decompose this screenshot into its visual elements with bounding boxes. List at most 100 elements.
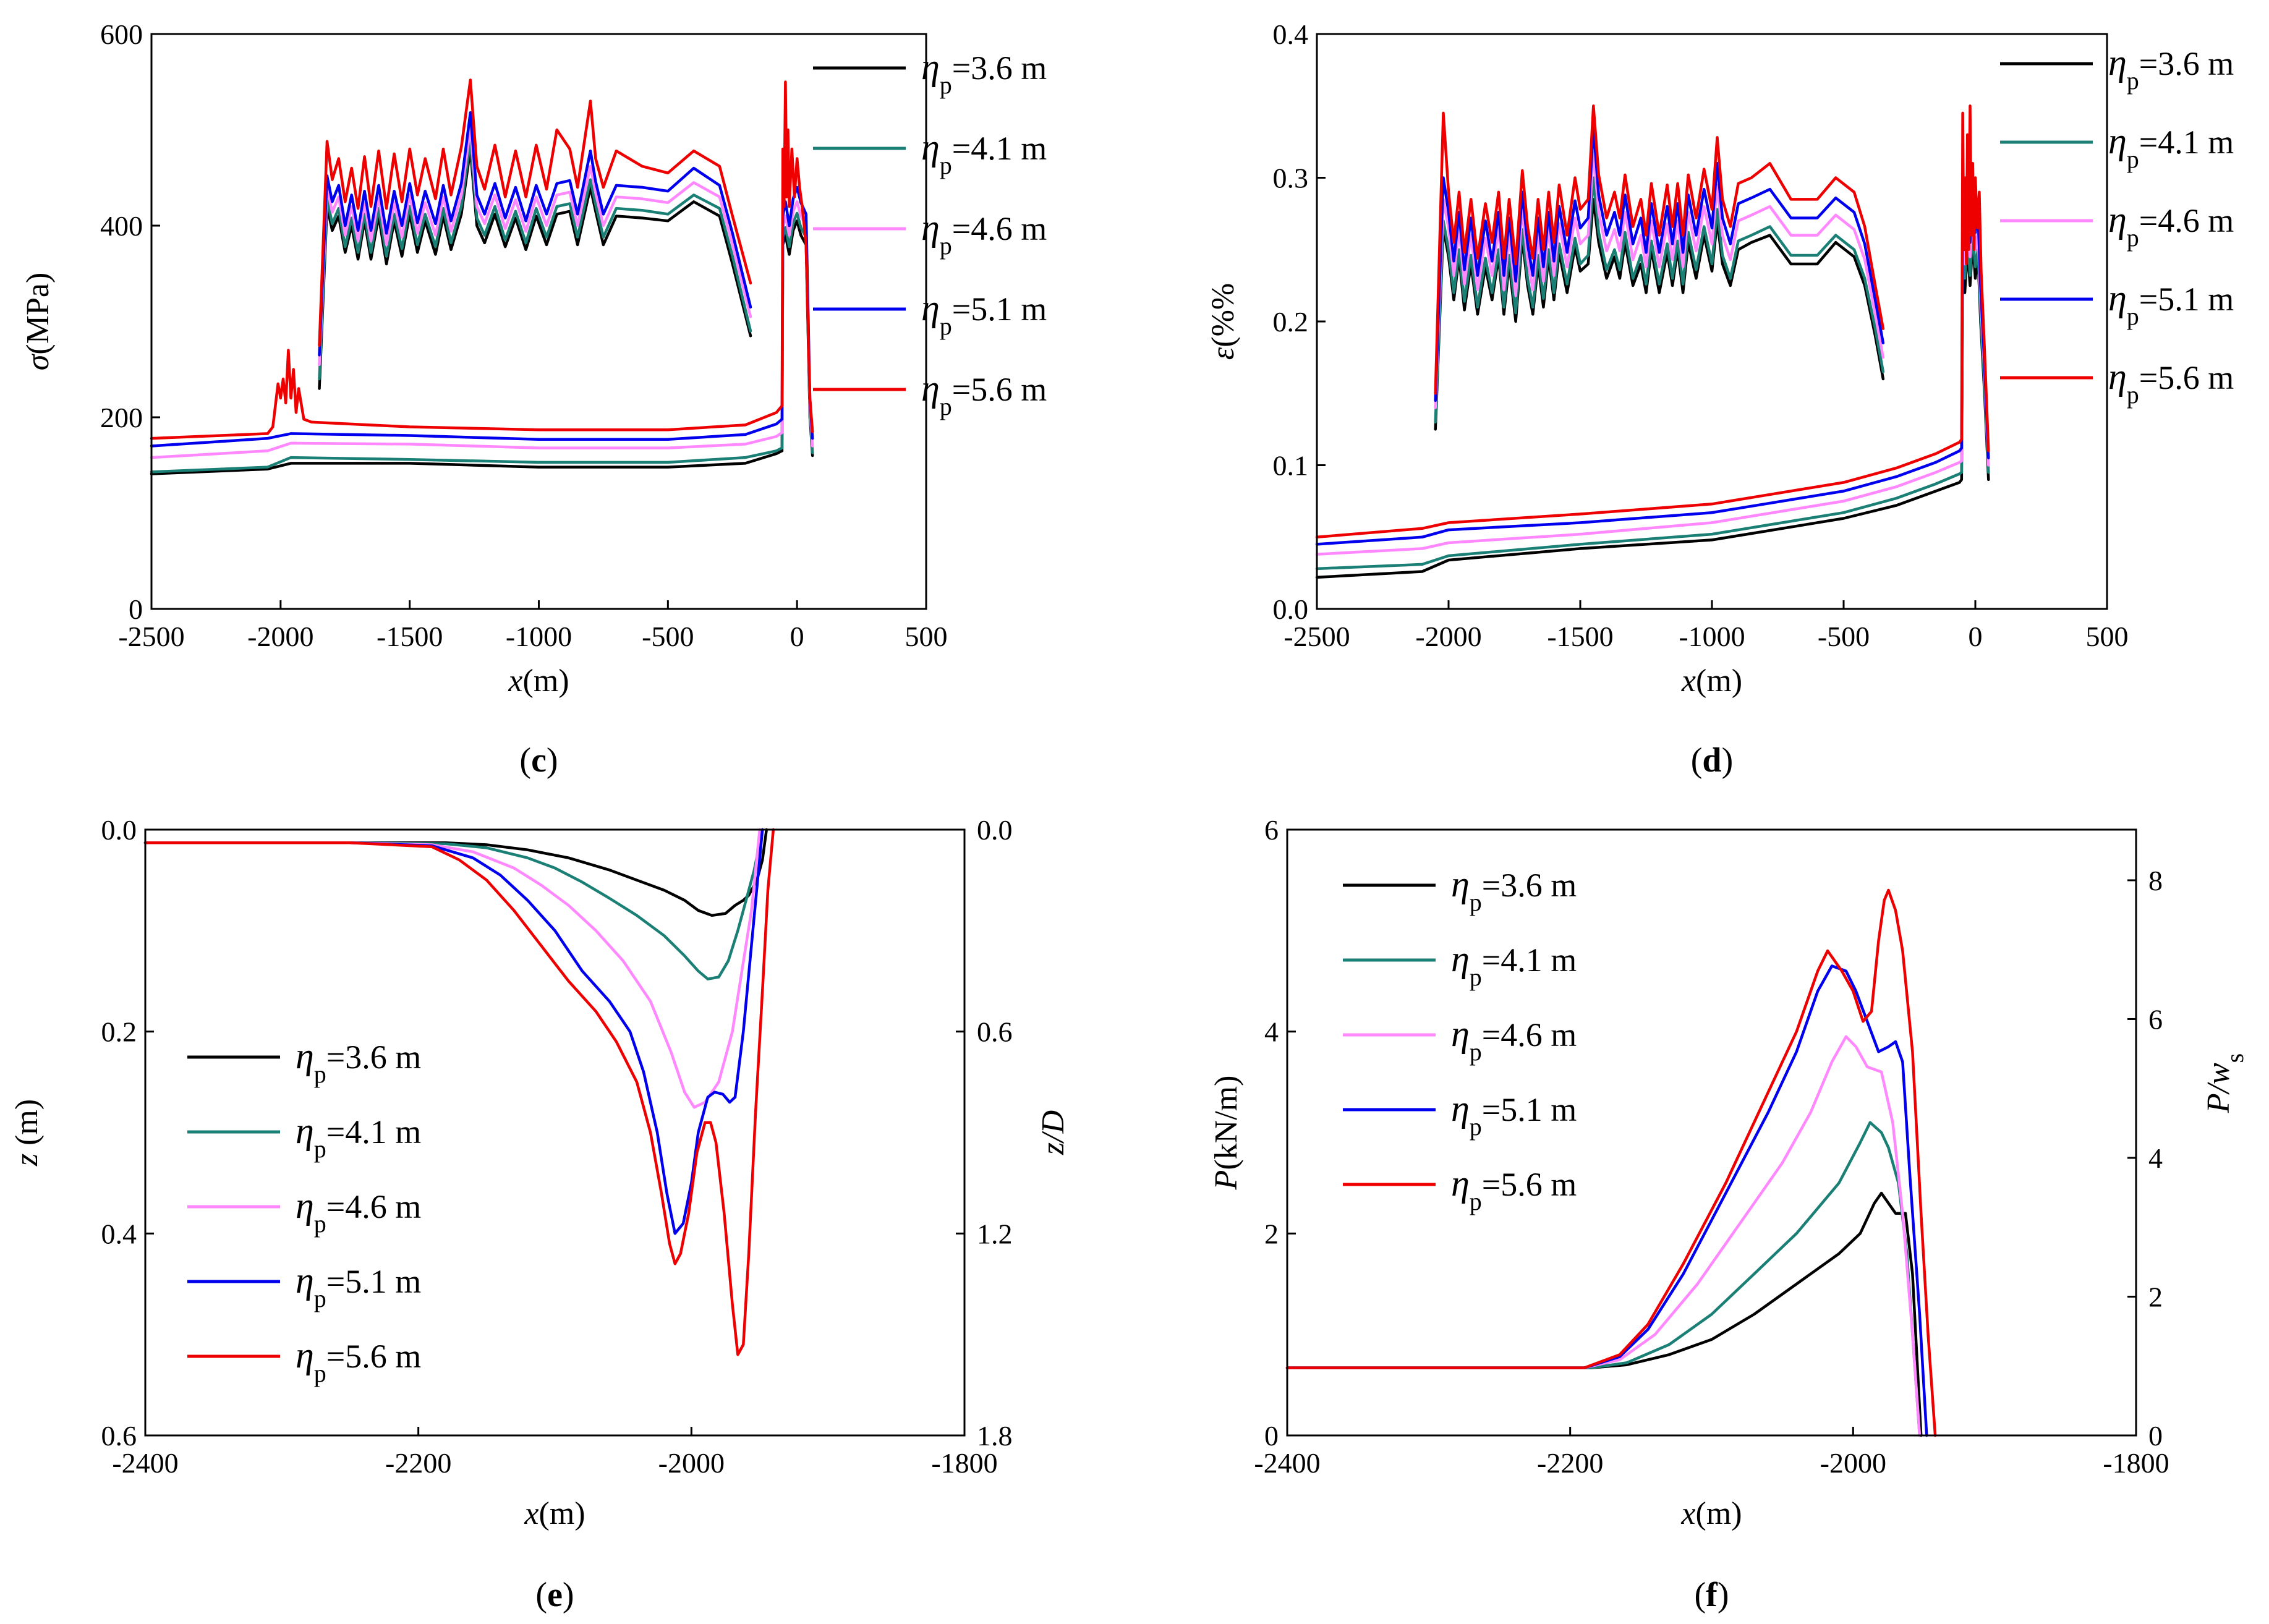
e-xlabel-symbol: x (524, 1496, 539, 1531)
d-legend-label: ηp=4.6 m (2108, 199, 2234, 252)
c-series-3-6 (150, 147, 814, 475)
legend-symbol: η (2108, 278, 2127, 318)
d-ylabel-symbol: ε (1206, 347, 1241, 360)
e-y2tick-label: 1.8 (977, 1420, 1013, 1452)
e-series-line (143, 828, 764, 980)
f-series-4-6 (1285, 1035, 1922, 1437)
chart-d: -2500 -2000 -1500 -1000 -500 0 500 0.0 0.1 0.2 0.3… (1206, 19, 2234, 780)
c-series-4-1 (150, 140, 814, 474)
d-panel-label: (d) (1691, 741, 1733, 780)
e-xlabel: x(m) (524, 1496, 585, 1531)
c-legend-label: ηp=4.1 m (921, 127, 1047, 179)
e-series-line (143, 828, 762, 1109)
d-series-lower-branch (1315, 438, 1964, 539)
legend-subscript: p (2127, 381, 2139, 409)
c-xtick-label: -1000 (506, 621, 572, 652)
e-y2tick-label: 1.2 (977, 1218, 1013, 1249)
f-legend-item-4-6: ηp=4.6 m (1343, 1013, 1577, 1066)
e-xtick-label: -2000 (658, 1447, 725, 1479)
c-series-upper-branch (318, 79, 752, 347)
d-legend-label: ηp=5.6 m (2108, 356, 2234, 409)
d-xtick-label: -2000 (1415, 621, 1481, 652)
d-xtick-label: -1500 (1547, 621, 1613, 652)
panel-paren-close: ) (1722, 741, 1734, 780)
e-legend-label: ηp=5.1 m (296, 1260, 421, 1312)
legend-symbol: η (296, 1035, 314, 1076)
legend-value: =4.1 m (1482, 942, 1577, 979)
legend-symbol: η (1451, 938, 1470, 979)
c-legend-label: ηp=5.1 m (921, 287, 1047, 340)
panel-paren-open: ( (535, 1576, 547, 1614)
d-ylabel-unit: (%% (1206, 283, 1241, 347)
f-legend-label: ηp=5.6 m (1451, 1163, 1577, 1215)
legend-value: =5.6 m (952, 371, 1047, 408)
legend-symbol: η (2108, 121, 2127, 161)
d-xtick-label: -500 (1818, 621, 1870, 652)
c-series-upper-branch (318, 111, 752, 357)
f-ylabel-unit: (kN/m) (1209, 1076, 1244, 1170)
d-ytick-label: 0.1 (1273, 450, 1309, 482)
d-xtick-label: -2500 (1283, 621, 1350, 652)
e-legend-item-5-6: ηp=5.6 m (187, 1335, 421, 1387)
f-ylabel: P(kN/m) (1209, 1076, 1244, 1191)
legend-symbol: η (296, 1260, 314, 1301)
e-legend-item-4-1: ηp=4.1 m (187, 1110, 421, 1163)
legend-value: =5.1 m (2139, 281, 2234, 318)
c-series-lower-branch (150, 349, 784, 440)
e-ylabel: z (m) (9, 1099, 45, 1167)
e-series-line (143, 828, 775, 1356)
d-xtick-label: 0 (1969, 621, 1983, 652)
c-axes-box (150, 33, 927, 610)
chart-c: -2500 -2000 -1500 -1000 -500 0 5000200400600x(… (20, 19, 1047, 780)
d-series-upper-branch (1434, 104, 1885, 395)
c-series-5-6 (150, 79, 814, 440)
legend-subscript: p (2127, 224, 2139, 252)
f-y2tick-label: 4 (2148, 1142, 2163, 1174)
c-xtick-label: -2000 (247, 621, 313, 652)
legend-symbol: η (1451, 1013, 1470, 1054)
c-series-lower-branch (150, 446, 784, 474)
c-xlabel-unit: (m) (523, 663, 569, 699)
legend-subscript: p (1470, 1188, 1482, 1215)
f-y2tick-label: 8 (2148, 865, 2163, 896)
c-series-lower-branch (150, 431, 784, 459)
legend-subscript: p (1470, 963, 1482, 991)
d-series-lower-branch (1315, 470, 1964, 571)
c-xtick-label: -2500 (118, 621, 184, 652)
panel-paren-open: ( (1695, 1576, 1706, 1614)
f-ytick-label: 4 (1264, 1016, 1279, 1048)
legend-symbol: η (1451, 864, 1470, 904)
legend-symbol: η (921, 287, 940, 328)
panel-paren-close: ) (547, 741, 558, 780)
panel-paren-open: ( (519, 741, 531, 780)
legend-subscript: p (940, 393, 952, 420)
legend-value: =4.1 m (326, 1113, 421, 1150)
d-series-upper-branch (1434, 125, 1885, 402)
legend-value: =4.1 m (2139, 124, 2234, 161)
f-ylabel-symbol: P (1209, 1170, 1244, 1191)
legend-value: =3.6 m (1482, 867, 1577, 904)
e-ylabel-symbol: z (9, 1154, 45, 1167)
f-legend-label: ηp=4.6 m (1451, 1013, 1577, 1066)
f-axes-box (1286, 828, 2137, 1437)
f-series-line (1285, 1035, 1922, 1437)
legend-subscript: p (314, 1060, 326, 1088)
legend-value: =3.6 m (326, 1039, 421, 1076)
c-legend-label: ηp=5.6 m (921, 368, 1047, 420)
e-legend-label: ηp=4.6 m (296, 1185, 421, 1238)
f-xtick-label: -1800 (2103, 1447, 2169, 1479)
legend-symbol: η (296, 1335, 314, 1375)
c-xlabel-symbol: x (508, 663, 522, 699)
d-xlabel: x(m) (1681, 663, 1742, 699)
legend-subscript: p (1470, 888, 1482, 916)
c-legend-item-4-1: ηp=4.1 m (813, 127, 1047, 179)
panel-letter: c (531, 741, 547, 780)
f-xlabel: x(m) (1680, 1496, 1742, 1531)
chart-e: -2400 -2200 -2000 -1800 0.0 0.2 0.4 0.6 0.0 0.6 1.… (9, 814, 1071, 1614)
e-xtick-label: -1800 (931, 1447, 997, 1479)
c-ylabel-unit: (MPa) (20, 273, 56, 355)
d-legend-label: ηp=4.1 m (2108, 121, 2234, 173)
legend-value: =4.1 m (952, 130, 1047, 167)
f-series-line (1285, 888, 1937, 1437)
legend-symbol: η (921, 46, 940, 87)
